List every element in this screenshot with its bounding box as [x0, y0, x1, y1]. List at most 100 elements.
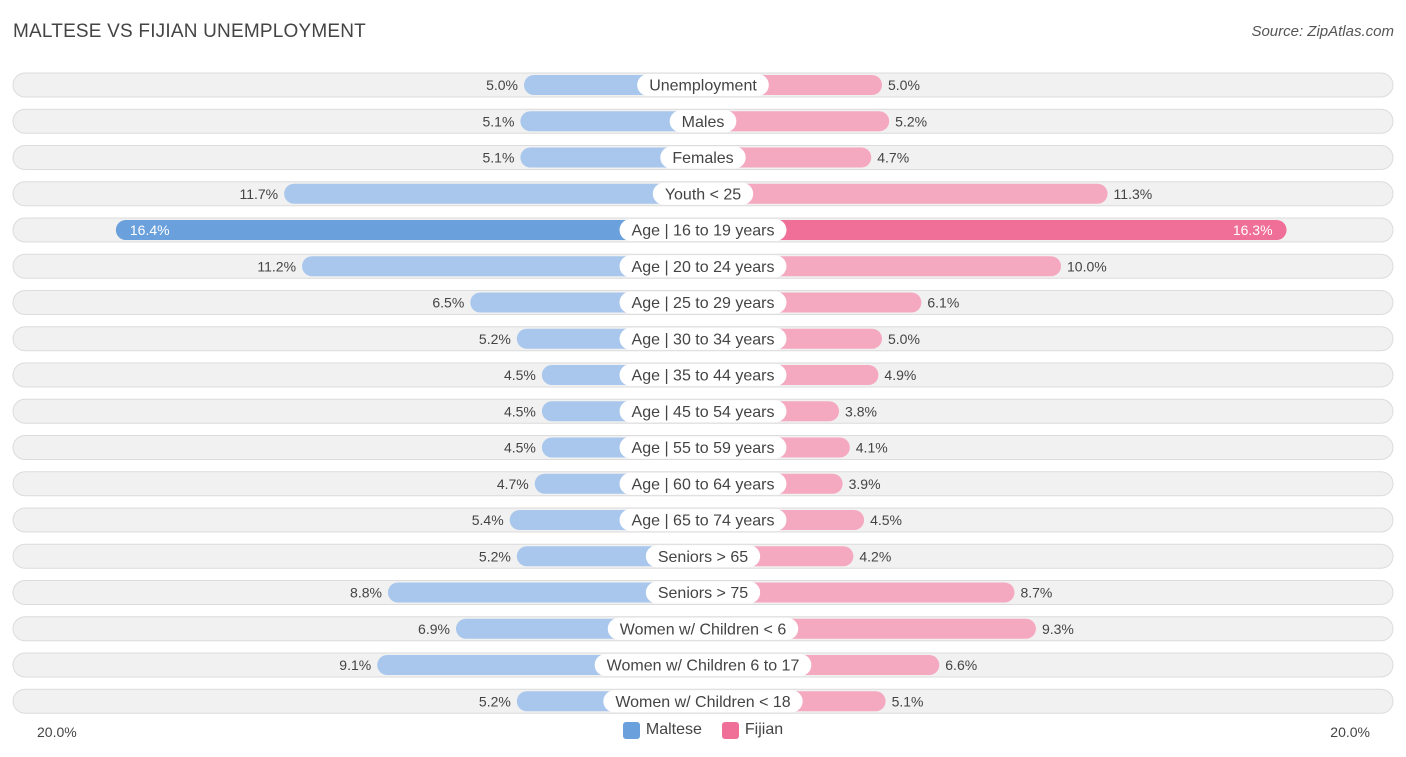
chart-row: 8.8% 8.7% Seniors > 75: [12, 580, 1394, 605]
value-label-maltese: 5.1%: [482, 113, 514, 129]
value-label-fijian: 16.3%: [1233, 222, 1273, 238]
category-label: Age | 16 to 19 years: [632, 223, 775, 240]
bar-maltese[interactable]: [520, 147, 703, 168]
chart-row: 5.2% 4.2% Seniors > 65: [12, 543, 1394, 569]
value-label-maltese: 6.9%: [418, 621, 450, 637]
category-label: Age | 65 to 74 years: [632, 513, 775, 530]
value-label-maltese: 5.2%: [479, 693, 511, 709]
category-pill: [645, 581, 761, 604]
chart-row: 5.1% 5.2% Males: [12, 108, 1394, 134]
bar-fijian[interactable]: [703, 220, 1287, 240]
axis-left-label: 20.0%: [37, 724, 77, 740]
value-label-maltese: 5.4%: [472, 512, 504, 528]
category-label: Women w/ Children < 18: [615, 694, 790, 711]
bar-chart: 5.0% 5.0% Unemployment 5.1% 5.2% Males 5.1% 4.7…: [12, 72, 1394, 714]
bar-maltese[interactable]: [387, 582, 703, 603]
category-label: Age | 60 to 64 years: [632, 476, 775, 493]
category-pill: [619, 472, 787, 495]
value-label-maltese: 6.5%: [432, 295, 464, 311]
chart-row: 5.4% 4.5% Age | 65 to 74 years: [12, 507, 1394, 533]
value-label-fijian: 8.7%: [1020, 585, 1052, 601]
bar-fijian[interactable]: [703, 183, 1108, 204]
category-pill: [594, 654, 812, 676]
source-note: Source: ZipAtlas.com: [1251, 23, 1394, 40]
category-label: Age | 55 to 59 years: [632, 440, 775, 457]
legend: Maltese Fijian: [0, 721, 1406, 739]
value-label-maltese: 5.2%: [479, 548, 511, 564]
value-label-maltese: 16.4%: [130, 222, 170, 238]
bar-fijian[interactable]: [703, 582, 1015, 603]
value-label-maltese: 5.2%: [479, 331, 511, 347]
category-label: Unemployment: [649, 78, 757, 95]
category-pill: [619, 364, 787, 386]
category-pill: [660, 146, 746, 169]
value-label-fijian: 4.2%: [859, 548, 891, 564]
value-label-maltese: 5.1%: [482, 150, 514, 166]
category-label: Age | 25 to 29 years: [632, 295, 775, 312]
value-label-maltese: 8.8%: [350, 585, 382, 601]
bar-fijian[interactable]: [703, 256, 1061, 277]
value-label-fijian: 5.0%: [888, 77, 920, 93]
chart-row: 11.7% 11.3% Youth < 25: [12, 181, 1394, 207]
bar-maltese[interactable]: [302, 256, 703, 277]
category-label: Age | 45 to 54 years: [632, 404, 775, 421]
chart-row: 5.2% 5.0% Age | 30 to 34 years: [12, 326, 1394, 352]
legend-swatch-maltese: [622, 721, 640, 739]
legend-label-maltese: Maltese: [645, 721, 702, 738]
bar-maltese[interactable]: [115, 220, 703, 240]
value-label-fijian: 4.1%: [856, 440, 888, 456]
category-label: Males: [682, 114, 725, 131]
value-label-fijian: 3.8%: [845, 403, 877, 419]
value-label-fijian: 3.9%: [849, 476, 881, 492]
category-label: Seniors > 65: [658, 549, 748, 566]
category-label: Youth < 25: [665, 186, 741, 203]
category-pill: [669, 110, 737, 133]
category-label: Age | 20 to 24 years: [632, 259, 775, 276]
value-label-maltese: 4.5%: [504, 403, 536, 419]
category-label: Seniors > 75: [658, 585, 748, 602]
category-label: Age | 35 to 44 years: [632, 368, 775, 385]
chart-row: 11.2% 10.0% Age | 20 to 24 years: [12, 253, 1394, 279]
category-label: Women w/ Children < 6: [620, 621, 787, 638]
chart-row: 4.7% 3.9% Age | 60 to 64 years: [12, 471, 1394, 497]
category-pill: [645, 545, 761, 568]
bar-fijian[interactable]: [703, 111, 890, 132]
value-label-fijian: 4.7%: [877, 150, 909, 166]
bar-maltese[interactable]: [284, 183, 703, 204]
category-pill: [619, 436, 787, 459]
value-label-maltese: 11.2%: [257, 258, 296, 274]
bar-fijian[interactable]: [703, 147, 872, 168]
value-label-fijian: 6.1%: [927, 295, 959, 311]
value-label-fijian: 5.2%: [895, 113, 927, 129]
value-label-fijian: 4.5%: [870, 512, 902, 528]
value-label-maltese: 5.0%: [486, 77, 518, 93]
category-pill: [603, 690, 803, 713]
legend-item-maltese[interactable]: Maltese: [622, 721, 702, 739]
category-pill: [619, 255, 787, 278]
category-pill: [619, 219, 787, 241]
chart-row: 6.9% 9.3% Women w/ Children < 6: [12, 616, 1394, 642]
chart-row: 5.0% 5.0% Unemployment: [12, 72, 1394, 98]
category-pill: [619, 509, 787, 531]
value-label-fijian: 4.9%: [884, 367, 916, 383]
value-label-fijian: 9.3%: [1042, 621, 1074, 637]
value-label-fijian: 5.0%: [888, 331, 920, 347]
category-label: Females: [672, 150, 733, 167]
chart-row: 16.4% 16.3% Age | 16 to 19 years: [12, 217, 1394, 243]
legend-item-fijian[interactable]: Fijian: [721, 721, 784, 739]
chart-row: 5.1% 4.7% Females: [12, 145, 1394, 170]
category-pill: [607, 617, 799, 640]
chart-row: 4.5% 4.9% Age | 35 to 44 years: [12, 362, 1394, 388]
chart-row: 6.5% 6.1% Age | 25 to 29 years: [12, 290, 1394, 315]
bar-maltese[interactable]: [520, 111, 703, 132]
category-pill: [619, 291, 787, 314]
category-pill: [619, 400, 787, 423]
axis-right-label: 20.0%: [1330, 724, 1370, 740]
value-label-fijian: 10.0%: [1067, 258, 1107, 274]
legend-label-fijian: Fijian: [744, 721, 784, 738]
category-pill: [637, 74, 769, 96]
legend-swatch-fijian: [721, 721, 739, 739]
category-pill: [619, 327, 787, 350]
chart-row: 4.5% 4.1% Age | 55 to 59 years: [12, 435, 1394, 460]
chart-title: MALTESE VS FIJIAN UNEMPLOYMENT: [13, 21, 366, 42]
